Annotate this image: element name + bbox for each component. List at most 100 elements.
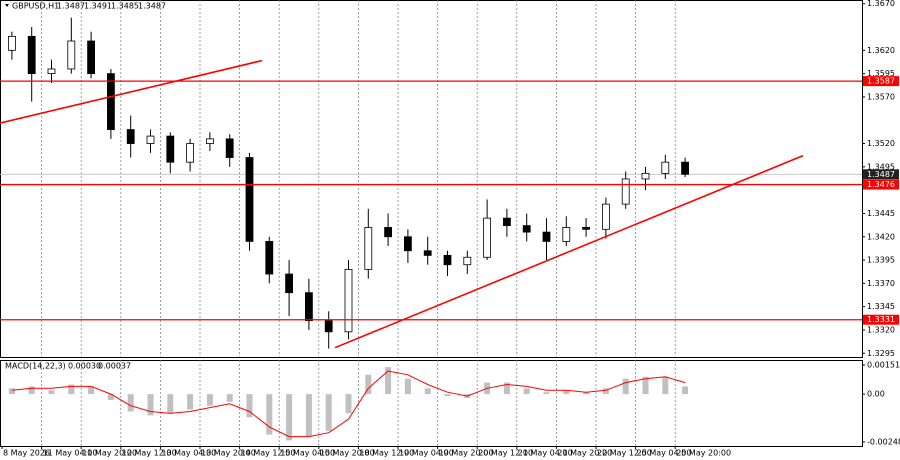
macd-bar — [286, 394, 293, 441]
macd-bar — [88, 386, 95, 395]
level-price-label: 1.3331 — [867, 315, 895, 324]
candle-body — [225, 138, 234, 158]
level-price-label: 1.3587 — [867, 77, 895, 86]
macd-bar — [523, 388, 530, 395]
current-price-box — [863, 169, 899, 180]
y-tick-label: 1.3595 — [867, 69, 895, 78]
candle-body — [463, 256, 472, 266]
candle-body — [7, 35, 16, 51]
main-frame — [0, 0, 863, 358]
y-tick-label: 1.3295 — [867, 349, 895, 358]
y-tick-label: 1.3670 — [867, 0, 895, 8]
y-tick-label: 1.3495 — [867, 162, 895, 171]
candle-body — [67, 40, 76, 70]
candle-body — [285, 273, 294, 294]
macd-bar — [226, 394, 233, 402]
level-price-box — [863, 179, 899, 190]
macd-bar — [8, 388, 15, 395]
y-tick-label: 1.3395 — [867, 256, 895, 265]
macd-bar — [365, 374, 372, 395]
macd-title: MACD(14,22,3) — [5, 362, 66, 371]
candle-body — [621, 178, 630, 205]
x-tick-label: 13 May 20:00 — [201, 449, 256, 458]
macd-bar — [682, 386, 689, 395]
x-tick-label: 13 May 04:00 — [161, 449, 216, 458]
x-tick-label: 14 May 12:00 — [241, 449, 296, 458]
x-tick-label: 25 May 04:00 — [637, 449, 692, 458]
candle-body — [384, 227, 393, 238]
candle-body — [265, 241, 274, 275]
macd-bar — [563, 390, 570, 395]
macd-bar — [444, 394, 451, 397]
macd-bar — [503, 382, 510, 395]
y-tick-label: 1.3520 — [867, 139, 895, 148]
x-tick-label: 11 May 20:00 — [82, 449, 137, 458]
x-tick-label: 8 May 2026 — [3, 449, 50, 458]
y-tick-label: -0.00248 — [867, 437, 900, 446]
macd-bar — [246, 394, 253, 418]
macd-readout: 0.00037 — [98, 362, 131, 371]
y-tick-label: 0.00 — [867, 390, 885, 399]
x-tick-label: 22 May 12:00 — [597, 449, 652, 458]
macd-frame — [0, 360, 863, 447]
y-tick-label: 1.3570 — [867, 92, 895, 101]
macd-bar — [305, 394, 312, 437]
candle-body — [146, 135, 155, 144]
candle-body — [443, 254, 452, 266]
menu-icon — [5, 4, 9, 7]
macd-bar — [266, 394, 273, 435]
macd-bar — [206, 394, 213, 406]
candle-body — [205, 138, 214, 144]
macd-bar — [543, 392, 550, 395]
x-tick-label: 25 May 20:00 — [676, 449, 731, 458]
candle-body — [126, 129, 135, 144]
macd-bar — [583, 392, 590, 395]
candle-body — [582, 227, 590, 230]
candle-body — [47, 68, 56, 75]
candle-body — [502, 217, 511, 226]
x-tick-label: 15 May 20:00 — [320, 449, 375, 458]
candle-body — [423, 250, 432, 256]
level-price-box — [863, 76, 899, 87]
candle-body — [87, 40, 95, 75]
candle-body — [522, 225, 531, 233]
macd-bar — [622, 378, 629, 395]
macd-bar — [345, 394, 352, 414]
macd-bar — [642, 376, 649, 395]
candle-body — [403, 236, 412, 252]
header-price: 1.3487 — [138, 2, 166, 11]
macd-bar — [28, 386, 35, 395]
macd-bar — [147, 394, 154, 416]
candle-body — [602, 203, 610, 230]
symbol: GBPUSD,H1 — [12, 2, 59, 11]
x-tick-label: 19 May 20:00 — [439, 449, 494, 458]
macd-bar — [404, 378, 411, 395]
macd-bar — [127, 394, 134, 412]
header-price: 1.3487 — [57, 2, 85, 11]
candle-body — [344, 268, 353, 333]
candle-body — [186, 143, 195, 163]
macd-bar — [662, 376, 669, 395]
candle-body — [304, 292, 313, 322]
x-tick-label: 18 May 12:00 — [359, 449, 414, 458]
macd-bar — [107, 394, 114, 400]
x-tick-label: 21 May 20:00 — [557, 449, 612, 458]
candle-body — [562, 227, 571, 242]
macd-bar — [68, 384, 75, 395]
candle-body — [107, 73, 115, 130]
candle-body — [681, 161, 689, 175]
candle-body — [661, 161, 670, 174]
x-tick-label: 11 May 04:00 — [43, 449, 98, 458]
macd-bar — [602, 388, 609, 395]
candle-body — [27, 35, 36, 75]
x-tick-label: 20 May 12:00 — [478, 449, 533, 458]
x-tick-label: 15 May 04:00 — [280, 449, 335, 458]
macd-bar — [424, 388, 431, 395]
macd-signal — [11, 370, 686, 438]
x-tick-label: 19 May 04:00 — [399, 449, 454, 458]
x-tick-label: 12 May 12:00 — [122, 449, 177, 458]
macd-bar — [385, 367, 392, 395]
candle-body — [641, 172, 650, 180]
candle-body — [245, 157, 254, 242]
